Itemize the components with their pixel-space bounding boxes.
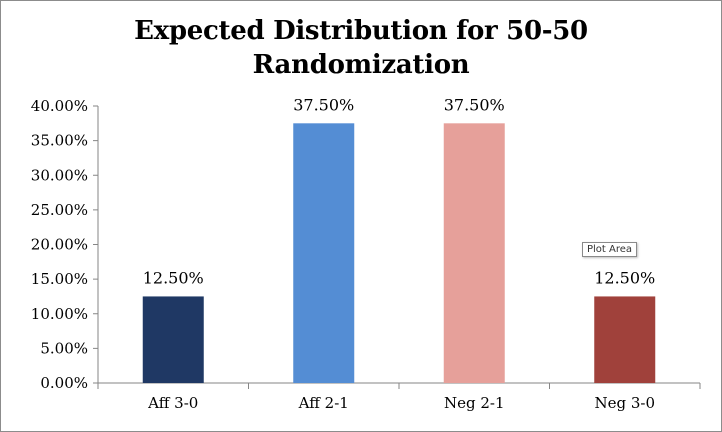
data-label: 37.50% [293, 95, 354, 114]
chart-title: Expected Distribution for 50-50 Randomiz… [0, 14, 722, 82]
y-tick-label: 0.00% [40, 374, 88, 392]
y-tick-label: 15.00% [31, 270, 88, 288]
y-tick-label: 35.00% [31, 132, 88, 150]
x-axis: Aff 3-0 Aff 2-1 Neg 2-1 Neg 3-0 [97, 382, 701, 412]
y-tick-label: 5.00% [40, 339, 88, 357]
x-tick-label: Aff 3-0 [147, 394, 198, 412]
y-tick-label: 25.00% [31, 201, 88, 219]
y-tick-label: 20.00% [31, 236, 88, 254]
x-tick-label: Neg 2-1 [444, 394, 505, 412]
y-axis: 0.00% 5.00% 10.00% 15.00% 20.00% 25.00% 30.00%… [31, 97, 99, 392]
bar-neg-3-0 [594, 296, 656, 383]
y-tick-label: 10.00% [31, 305, 88, 323]
bar-aff-2-1 [293, 123, 355, 383]
data-labels: 12.50% 37.50% 37.50% 12.50% [143, 95, 656, 287]
data-label: 12.50% [143, 268, 204, 287]
bar-aff-3-0 [142, 296, 204, 383]
x-tick-label: Aff 2-1 [298, 394, 349, 412]
data-label: 37.50% [444, 95, 505, 114]
bar-neg-2-1 [443, 123, 505, 383]
y-tick-label: 30.00% [31, 166, 88, 184]
data-label: 12.50% [594, 268, 655, 287]
chart-title-line-2: Randomization [252, 50, 470, 80]
plot-area-tooltip: Plot Area [582, 242, 638, 257]
y-tick-label: 40.00% [31, 97, 88, 115]
bars [142, 123, 656, 383]
chart-title-line-1: Expected Distribution for 50-50 [134, 16, 588, 46]
x-tick-label: Neg 3-0 [594, 394, 655, 412]
